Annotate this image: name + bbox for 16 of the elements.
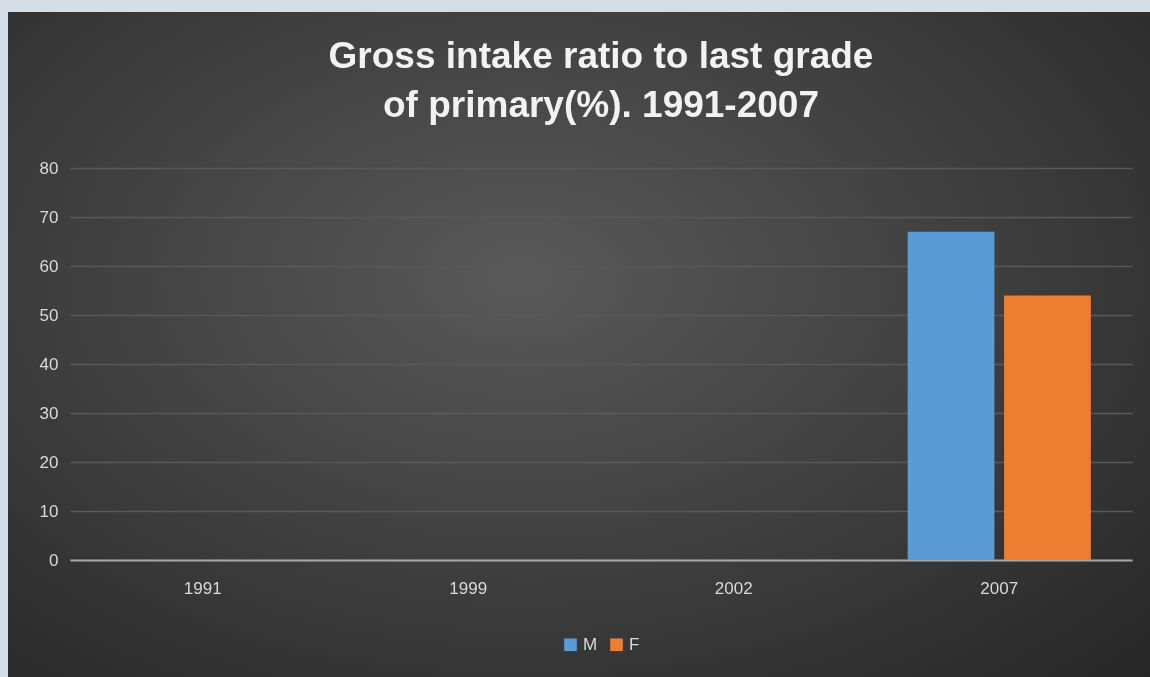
y-tick-label: 60 [39,256,59,276]
legend-label: M [583,634,598,654]
y-tick-label: 40 [39,354,59,374]
y-tick-label: 0 [49,550,59,570]
y-tick-label: 70 [39,207,59,227]
chart-title: Gross intake ratio to last grade of primary(%). 1991-2007 [328,35,874,125]
x-tick-label: 1999 [449,578,488,598]
legend-label: F [629,634,640,654]
y-tick-label: 20 [39,452,59,472]
y-tick-label: 30 [39,403,59,423]
x-tick-label: 2007 [980,578,1019,598]
y-tick-label: 50 [39,305,59,325]
x-tick-label: 1991 [183,578,222,598]
y-tick-label: 80 [39,158,59,178]
y-tick-label: 10 [39,501,59,521]
x-tick-label: 2002 [714,578,753,598]
